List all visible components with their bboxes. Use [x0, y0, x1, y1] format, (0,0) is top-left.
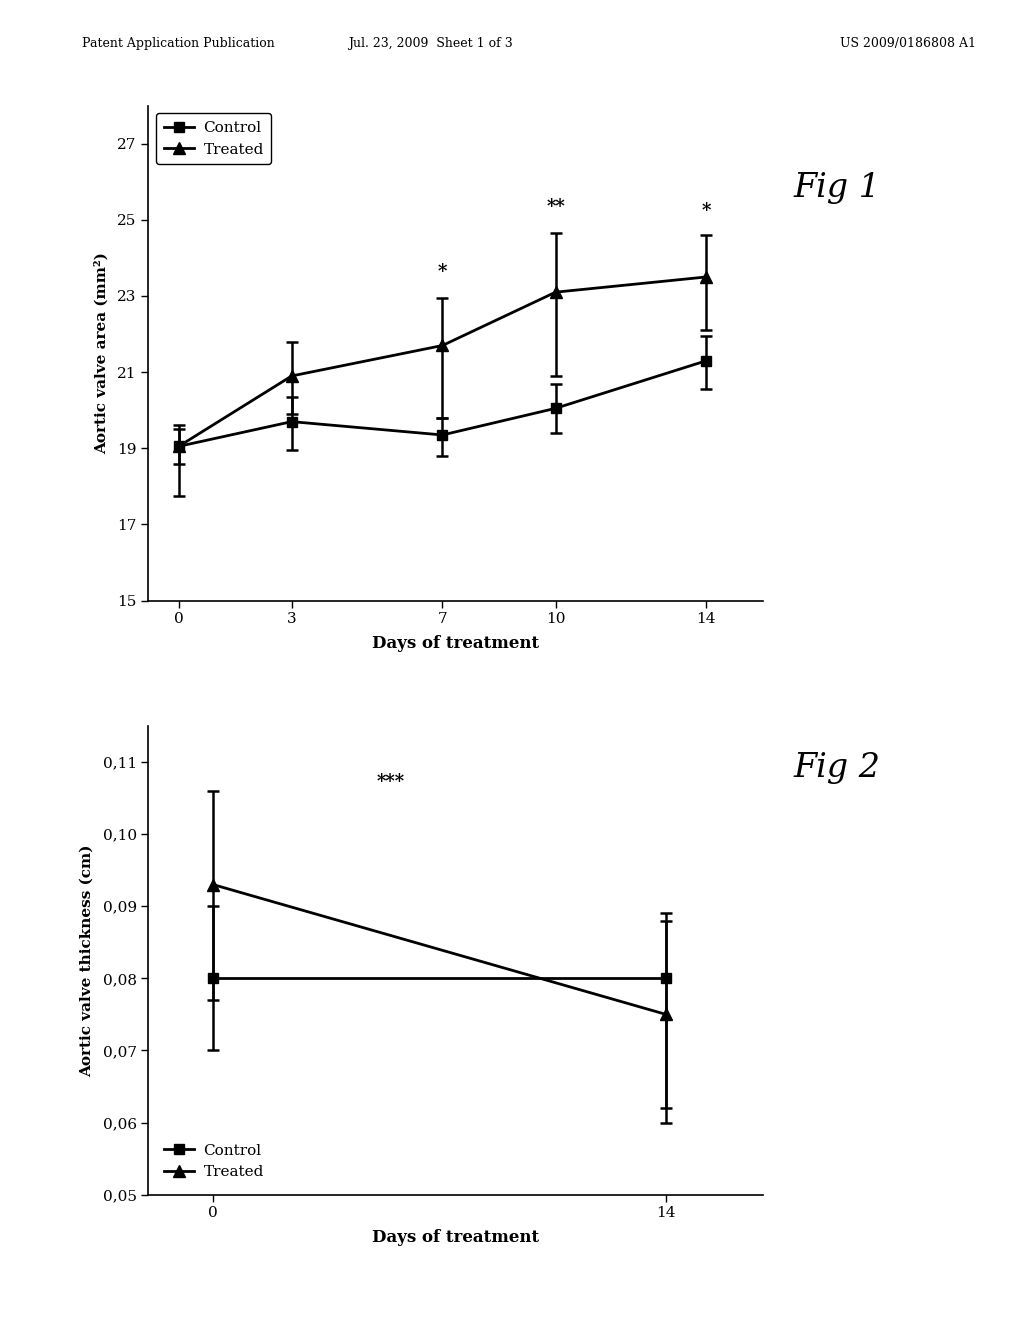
Text: Jul. 23, 2009  Sheet 1 of 3: Jul. 23, 2009 Sheet 1 of 3 — [348, 37, 512, 50]
Text: **: ** — [546, 198, 565, 216]
Legend: Control, Treated: Control, Treated — [156, 114, 271, 164]
Text: *: * — [438, 263, 447, 281]
Y-axis label: Aortic valve area (mm²): Aortic valve area (mm²) — [94, 252, 109, 454]
X-axis label: Days of treatment: Days of treatment — [372, 1229, 540, 1246]
Y-axis label: Aortic valve thickness (cm): Aortic valve thickness (cm) — [80, 843, 94, 1077]
Text: Fig 1: Fig 1 — [794, 172, 881, 203]
Legend: Control, Treated: Control, Treated — [156, 1137, 271, 1187]
Text: Fig 2: Fig 2 — [794, 752, 881, 784]
Text: US 2009/0186808 A1: US 2009/0186808 A1 — [840, 37, 976, 50]
Text: *: * — [701, 202, 711, 220]
X-axis label: Days of treatment: Days of treatment — [372, 635, 540, 652]
Text: ***: *** — [377, 774, 406, 791]
Text: Patent Application Publication: Patent Application Publication — [82, 37, 274, 50]
